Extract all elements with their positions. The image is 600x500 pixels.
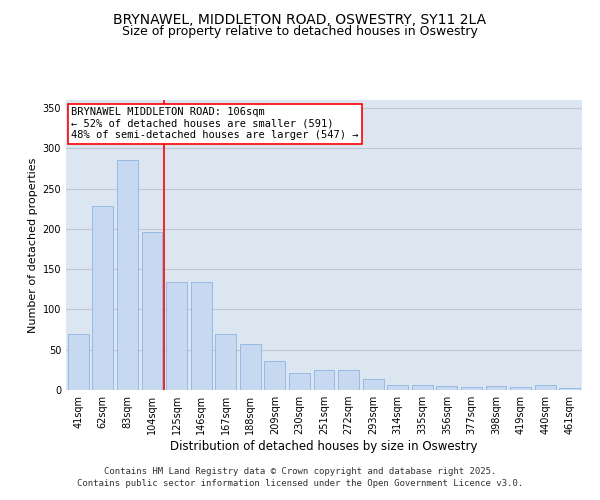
X-axis label: Distribution of detached houses by size in Oswestry: Distribution of detached houses by size …: [170, 440, 478, 453]
Bar: [338, 370, 359, 390]
Text: Size of property relative to detached houses in Oswestry: Size of property relative to detached ho…: [122, 25, 478, 38]
Bar: [362, 378, 383, 390]
Bar: [412, 385, 433, 390]
Bar: [559, 388, 580, 390]
Bar: [510, 387, 531, 390]
Bar: [142, 232, 163, 390]
Bar: [314, 370, 334, 390]
Bar: [265, 361, 286, 390]
Text: BRYNAWEL MIDDLETON ROAD: 106sqm
← 52% of detached houses are smaller (591)
48% o: BRYNAWEL MIDDLETON ROAD: 106sqm ← 52% of…: [71, 108, 359, 140]
Bar: [68, 334, 89, 390]
Bar: [461, 387, 482, 390]
Bar: [240, 344, 261, 390]
Bar: [535, 385, 556, 390]
Text: BRYNAWEL, MIDDLETON ROAD, OSWESTRY, SY11 2LA: BRYNAWEL, MIDDLETON ROAD, OSWESTRY, SY11…: [113, 12, 487, 26]
Bar: [92, 206, 113, 390]
Bar: [436, 386, 457, 390]
Bar: [191, 282, 212, 390]
Y-axis label: Number of detached properties: Number of detached properties: [28, 158, 38, 332]
Bar: [215, 334, 236, 390]
Bar: [117, 160, 138, 390]
Bar: [166, 282, 187, 390]
Bar: [289, 373, 310, 390]
Bar: [485, 386, 506, 390]
Text: Contains HM Land Registry data © Crown copyright and database right 2025.
Contai: Contains HM Land Registry data © Crown c…: [77, 466, 523, 487]
Bar: [387, 385, 408, 390]
